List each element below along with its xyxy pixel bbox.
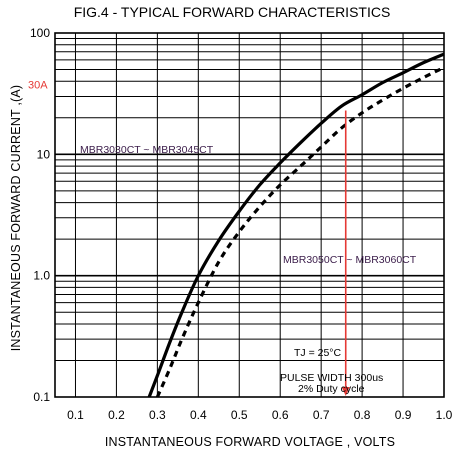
grid	[54, 32, 445, 398]
x-tick-label: 0.9	[395, 408, 412, 422]
marker-arrow-head	[341, 387, 350, 396]
x-tick-label: 0.1	[67, 408, 84, 422]
y-tick-label: 0.1	[33, 390, 50, 404]
plot-frame	[54, 32, 445, 398]
series-lines	[147, 52, 445, 398]
x-axis-label: INSTANTANEOUS FORWARD VOLTAGE , VOLTS	[105, 435, 395, 449]
series-a-annotation: MBR3030CT ~ MBR3045CT	[80, 144, 214, 156]
series-line-mbr3030-3045	[147, 52, 445, 398]
duty-annotation: 2% Duty cycle	[298, 383, 365, 395]
series-b-annotation: MBR3050CT ~ MBR3060CT	[283, 254, 417, 266]
x-tick-label: 0.6	[272, 408, 289, 422]
x-tick-label: 0.5	[231, 408, 248, 422]
y-tick-label: 100	[30, 26, 50, 40]
chart-title: FIG.4 - TYPICAL FORWARD CHARACTERISTICS	[74, 4, 391, 20]
x-tick-labels: 0.1 0.2 0.3 0.4 0.5 0.6 0.7 0.8 0.9 1.0	[67, 408, 453, 422]
x-tick-label: 0.3	[149, 408, 166, 422]
marker-30a: 30A	[28, 79, 350, 396]
pulse-annotation: PULSE WIDTH 300us	[280, 372, 383, 384]
tj-annotation: TJ = 25°C	[294, 347, 342, 359]
x-tick-label: 0.7	[313, 408, 330, 422]
marker-label-30a: 30A	[28, 79, 48, 91]
y-tick-label: 1.0	[33, 269, 50, 283]
y-tick-label: 10	[37, 147, 51, 161]
x-tick-label: 0.4	[190, 408, 207, 422]
y-axis-label: INSTANTANEOUS FORWARD CURRENT ,(A)	[9, 85, 23, 352]
x-tick-label: 1.0	[436, 408, 453, 422]
y-tick-labels: 0.1 1.0 10 100	[30, 26, 50, 404]
x-tick-label: 0.8	[354, 408, 371, 422]
series-line-mbr3050-3060	[155, 66, 445, 398]
x-tick-label: 0.2	[108, 408, 125, 422]
